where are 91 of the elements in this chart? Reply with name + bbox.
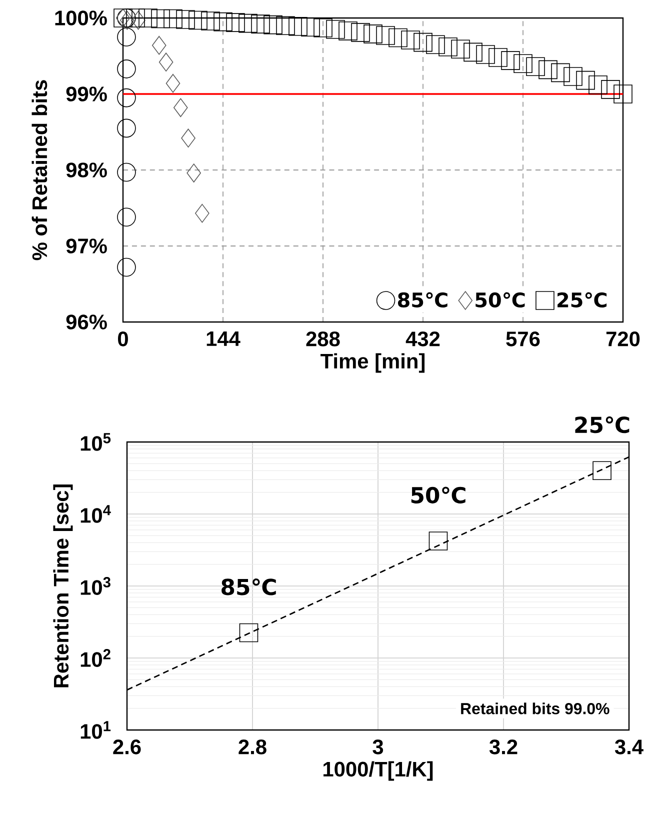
point [476,45,495,64]
point [131,10,146,30]
point [152,36,166,55]
point [592,461,612,480]
point [326,20,345,39]
annotation: 25℃ [575,416,630,434]
x-tick-label: 144 [206,332,240,346]
point [120,10,134,30]
point [126,8,145,28]
point [117,60,136,78]
x-tick-label: 0 [118,332,128,346]
legend-label: 25℃ [558,292,607,308]
legend-label: 85℃ [398,292,448,308]
x-tick-label: 288 [306,332,340,346]
point [164,9,182,28]
x-tick-label: 720 [606,332,640,346]
point [614,84,632,104]
y-tick-label: 10$^{3}$ [80,577,110,595]
point [538,60,558,80]
point [138,8,158,28]
point [181,128,196,148]
y-tick-label: 10$^{1}$ [80,721,111,739]
y-tick-label: 10$^{5}$ [80,433,111,451]
point [428,532,448,550]
x-tick-label: 2.6 [113,740,141,754]
point [438,37,458,56]
point [488,48,508,67]
point [288,16,308,36]
x-axis-title: 1000/T[1/K] [324,761,433,781]
point [188,10,208,30]
point [226,13,245,32]
x-tick-label: 3 [372,740,384,754]
y-tick-label: 97% [66,238,107,254]
point [338,22,358,40]
point [201,12,220,30]
point [264,15,282,34]
point [117,8,136,28]
x-tick-label: 432 [406,332,440,346]
x-tick-label: 3.2 [489,740,518,754]
y-axis-title: % of Retained bits [32,80,48,260]
point [117,162,136,182]
point [376,26,395,45]
point [166,74,180,93]
y-tick-label: 10$^{2}$ [80,649,110,667]
annotation: Retained bits 99.0% [461,702,610,714]
point [526,57,545,76]
y-tick-label: 96% [66,314,107,330]
point [314,18,332,38]
y-tick-label: 10$^{4}$ [80,505,111,523]
point [117,258,136,277]
point [117,28,136,46]
point [117,88,136,108]
x-tick-label: 2.8 [238,740,266,754]
point [514,54,532,73]
y-axis-title: Retention Time [sec] [53,484,73,688]
y-tick-label: 98% [66,162,107,178]
point [351,23,370,42]
point [426,35,445,54]
x-tick-label: 576 [506,332,540,346]
point [451,40,470,59]
x-axis-title: Time [min] [320,353,425,373]
annotation: 50℃ [411,486,466,504]
point [186,164,201,182]
annotation: 85℃ [222,578,276,596]
point [401,30,420,50]
point [239,623,258,642]
point [214,12,232,32]
point [173,98,188,118]
point [464,42,482,62]
point [601,80,620,99]
y-tick-label: 99% [66,86,107,102]
point [117,118,136,138]
point [576,70,595,90]
x-tick-label: 3.4 [614,740,644,754]
legend-label: 50℃ [476,292,525,308]
point [251,14,270,34]
point [195,204,210,223]
point [151,9,170,28]
y-tick-label: 100% [55,10,107,26]
point [388,28,408,48]
point [551,63,570,82]
point [238,14,258,33]
point [176,10,195,29]
point [364,24,382,44]
point [501,51,520,70]
point [158,52,174,72]
point [564,67,582,86]
point [276,16,295,35]
point [414,32,432,52]
point [588,75,608,94]
point [117,208,136,227]
